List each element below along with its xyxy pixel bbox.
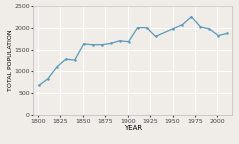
- Y-axis label: TOTAL POPULATION: TOTAL POPULATION: [8, 30, 13, 91]
- X-axis label: YEAR: YEAR: [124, 125, 142, 131]
